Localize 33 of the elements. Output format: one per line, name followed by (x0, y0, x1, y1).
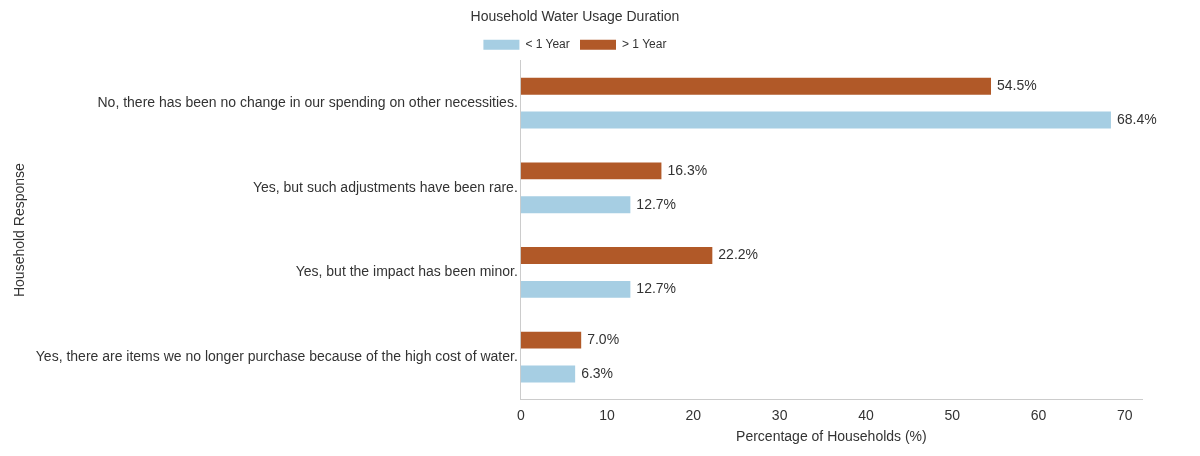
x-tick-label: 60 (1030, 406, 1047, 423)
data-label: 7.0% (587, 331, 620, 347)
data-label: 54.5% (997, 77, 1037, 94)
bar (520, 247, 713, 264)
bar (520, 280, 631, 298)
bar (520, 365, 576, 383)
y-tick-label: No, there has been no change in our spending on other necessities. (97, 93, 518, 110)
bar (520, 196, 631, 214)
y-axis-title: Household Response (11, 162, 28, 298)
x-tick-label: 70 (1116, 406, 1133, 423)
y-tick-label: Yes, but such adjustments have been rare. (252, 178, 518, 195)
bar (520, 77, 992, 95)
bar (520, 111, 1111, 129)
data-label: 68.4% (1116, 110, 1157, 127)
bar (520, 331, 582, 349)
x-tick-label: 20 (685, 406, 702, 423)
x-tick-label: 0 (516, 406, 525, 423)
legend-title: Household Water Usage Duration (470, 7, 680, 24)
data-label: 6.3% (581, 364, 614, 381)
y-tick-label: Yes, but the impact has been minor. (295, 263, 518, 280)
data-label: 12.7% (636, 280, 677, 297)
x-tick-label: 30 (771, 406, 788, 423)
x-tick-label: 40 (858, 406, 874, 423)
legend-label: < 1 Year (525, 37, 570, 52)
x-axis-title: Percentage of Households (%) (736, 428, 927, 445)
x-tick-label: 50 (944, 406, 961, 423)
bar (520, 162, 662, 180)
data-label: 12.7% (636, 195, 677, 212)
y-tick-label: Yes, there are items we no longer purchase because of the high cost of water. (35, 347, 518, 364)
legend-label: > 1 Year (622, 37, 667, 52)
data-label: 16.3% (667, 161, 708, 178)
x-tick-label: 10 (599, 406, 616, 423)
data-label: 22.2% (718, 246, 759, 263)
